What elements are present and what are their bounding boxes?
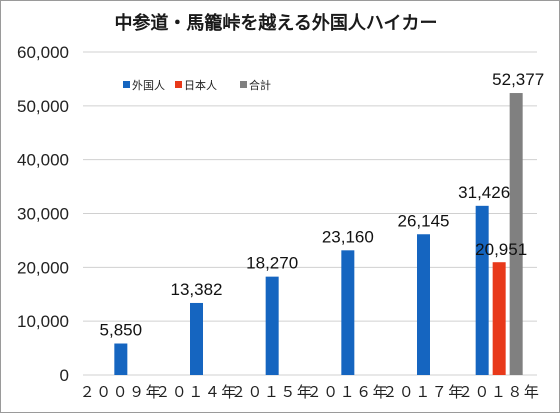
legend-label: 日本人 <box>184 78 217 92</box>
bar <box>492 262 506 375</box>
legend-swatch <box>240 81 247 88</box>
x-tick-label: ２０１８年 <box>458 384 541 401</box>
y-tick-label: 40,000 <box>17 151 69 170</box>
data-label: 20,951 <box>475 240 527 259</box>
bars <box>114 93 523 376</box>
bar <box>265 276 279 375</box>
y-tick-label: 50,000 <box>17 97 69 116</box>
legend-swatch <box>123 81 130 88</box>
x-tick-label: ２００９年 <box>80 384 163 401</box>
data-label: 13,382 <box>171 280 223 299</box>
legend-label: 外国人 <box>132 79 165 92</box>
y-tick-label: 20,000 <box>17 258 69 277</box>
bar <box>114 343 128 375</box>
legend: 外国人 日本人 合計 <box>123 78 271 92</box>
data-label: 18,270 <box>246 254 298 273</box>
bar <box>475 205 489 375</box>
chart-title: 中参道・馬籠峠を越える外国人ハイカー <box>114 12 437 34</box>
y-tick-label: 30,000 <box>17 205 69 224</box>
data-label: 5,850 <box>100 321 143 340</box>
data-label: 23,160 <box>322 227 374 246</box>
data-labels: 5,850 13,382 18,270 23,160 26,145 31,426 20,95… <box>100 70 545 339</box>
bar <box>417 234 430 375</box>
data-label: 31,426 <box>458 183 510 202</box>
gridlines <box>83 51 537 376</box>
bar <box>509 93 523 376</box>
y-tick-label: 0 <box>60 366 69 385</box>
data-label: 52,377 <box>492 70 544 89</box>
legend-swatch <box>175 81 182 88</box>
x-tick-label: ２０１４年 <box>155 384 238 401</box>
bar <box>341 250 355 375</box>
x-tick-label: ２０１５年 <box>231 384 314 401</box>
bar <box>190 302 203 375</box>
y-tick-label: 10,000 <box>17 312 69 331</box>
y-tick-label: 60,000 <box>17 43 69 62</box>
data-label: 26,145 <box>398 211 450 230</box>
x-tick-label: ２０１７年 <box>382 384 465 401</box>
x-tick-label: ２０１６年 <box>307 384 390 401</box>
y-axis-ticks: 0 10,000 20,000 30,000 40,000 50,000 60,000 <box>17 43 69 385</box>
legend-label: 合計 <box>249 78 271 92</box>
